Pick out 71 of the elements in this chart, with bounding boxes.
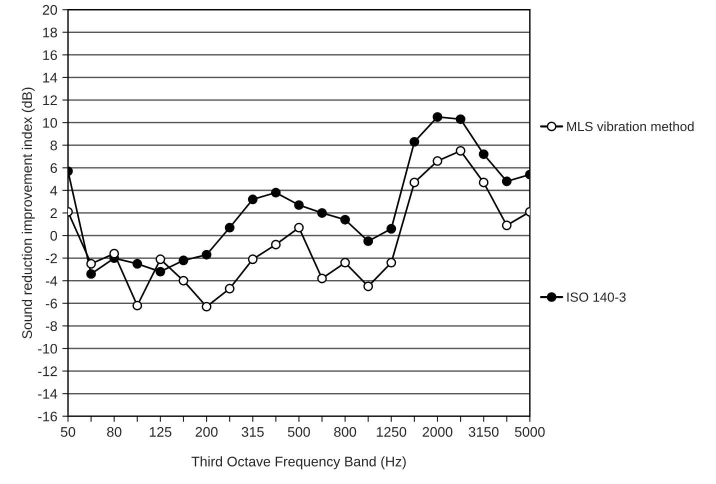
x-tick-label: 3150 <box>468 427 499 437</box>
point <box>386 224 396 234</box>
y-tick-label: -6 <box>46 298 57 308</box>
point <box>340 214 350 225</box>
point <box>410 178 420 188</box>
x-axis-title: Third Octave Frequency Band (Hz) <box>192 456 406 470</box>
legend-label: MLS vibration method <box>567 121 694 132</box>
point <box>363 236 374 246</box>
x-tick-label: 50 <box>60 427 76 437</box>
point <box>224 222 235 233</box>
point <box>294 222 304 233</box>
point <box>456 146 466 156</box>
y-axis-title: Sound reduction improvement index (dB) <box>22 88 35 339</box>
point <box>410 136 420 147</box>
y-tick-label: 6 <box>50 163 57 173</box>
point <box>270 188 281 198</box>
point <box>294 200 304 210</box>
point <box>248 254 258 264</box>
y-tick-label: 0 <box>50 230 58 241</box>
point <box>156 254 166 264</box>
point <box>202 250 212 260</box>
point <box>502 176 512 186</box>
y-tick-label: 18 <box>43 28 57 38</box>
x-tick-label: 800 <box>334 427 356 437</box>
y-tick-label: -8 <box>46 321 57 332</box>
point <box>224 284 235 294</box>
y-tick-label: 12 <box>43 95 57 106</box>
y-tick-label: -10 <box>38 344 58 354</box>
point <box>478 178 489 188</box>
point <box>86 258 96 269</box>
legend-label: ISO 140-3 <box>567 292 626 302</box>
point <box>478 149 489 160</box>
y-tick-label: -2 <box>46 253 57 264</box>
point <box>317 274 327 284</box>
point <box>202 302 212 312</box>
point <box>502 220 512 230</box>
point <box>132 258 142 269</box>
x-tick-label: 1250 <box>376 427 406 437</box>
point <box>340 258 350 268</box>
x-tick-label: 200 <box>196 427 218 437</box>
x-tick-label: 125 <box>150 427 172 437</box>
y-tick-label: 20 <box>42 5 58 15</box>
point <box>132 300 142 310</box>
x-tick-label: 2000 <box>422 427 452 437</box>
y-tick-label: -16 <box>38 412 57 422</box>
point <box>178 256 188 266</box>
point <box>432 156 442 166</box>
x-tick-label: 315 <box>242 427 264 437</box>
point <box>317 208 327 218</box>
y-tick-label: 16 <box>43 50 57 60</box>
point <box>86 269 96 279</box>
y-tick-label: -14 <box>38 389 58 399</box>
y-tick-label: -12 <box>38 366 57 376</box>
y-tick-label: 14 <box>43 72 58 82</box>
y-tick-label: 10 <box>43 118 58 128</box>
y-tick-label: 4 <box>50 186 58 196</box>
point <box>386 258 396 268</box>
y-tick-label: 2 <box>50 208 57 218</box>
point <box>248 194 258 204</box>
point <box>456 114 466 124</box>
x-tick-label: 5000 <box>514 427 545 437</box>
x-tick-label: 80 <box>107 427 122 437</box>
y-tick-label: 8 <box>50 140 57 150</box>
point <box>156 266 166 277</box>
x-tick-label: 500 <box>288 427 310 437</box>
point <box>178 276 188 286</box>
point <box>109 248 120 258</box>
point <box>270 240 281 250</box>
y-tick-label: -4 <box>46 276 58 286</box>
point <box>363 282 374 292</box>
point <box>432 112 442 122</box>
